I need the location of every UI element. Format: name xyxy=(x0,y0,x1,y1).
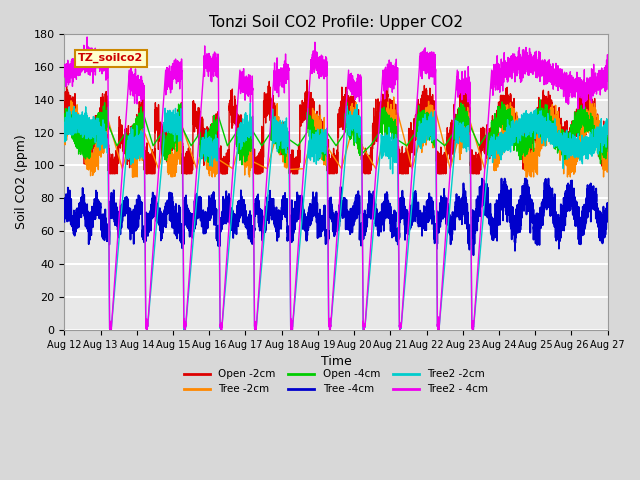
Legend: Open -2cm, Tree -2cm, Open -4cm, Tree -4cm, Tree2 -2cm, Tree2 - 4cm: Open -2cm, Tree -2cm, Open -4cm, Tree -4… xyxy=(180,365,492,398)
X-axis label: Time: Time xyxy=(321,355,351,368)
Y-axis label: Soil CO2 (ppm): Soil CO2 (ppm) xyxy=(15,134,28,229)
Text: TZ_soilco2: TZ_soilco2 xyxy=(78,53,143,63)
Title: Tonzi Soil CO2 Profile: Upper CO2: Tonzi Soil CO2 Profile: Upper CO2 xyxy=(209,15,463,30)
